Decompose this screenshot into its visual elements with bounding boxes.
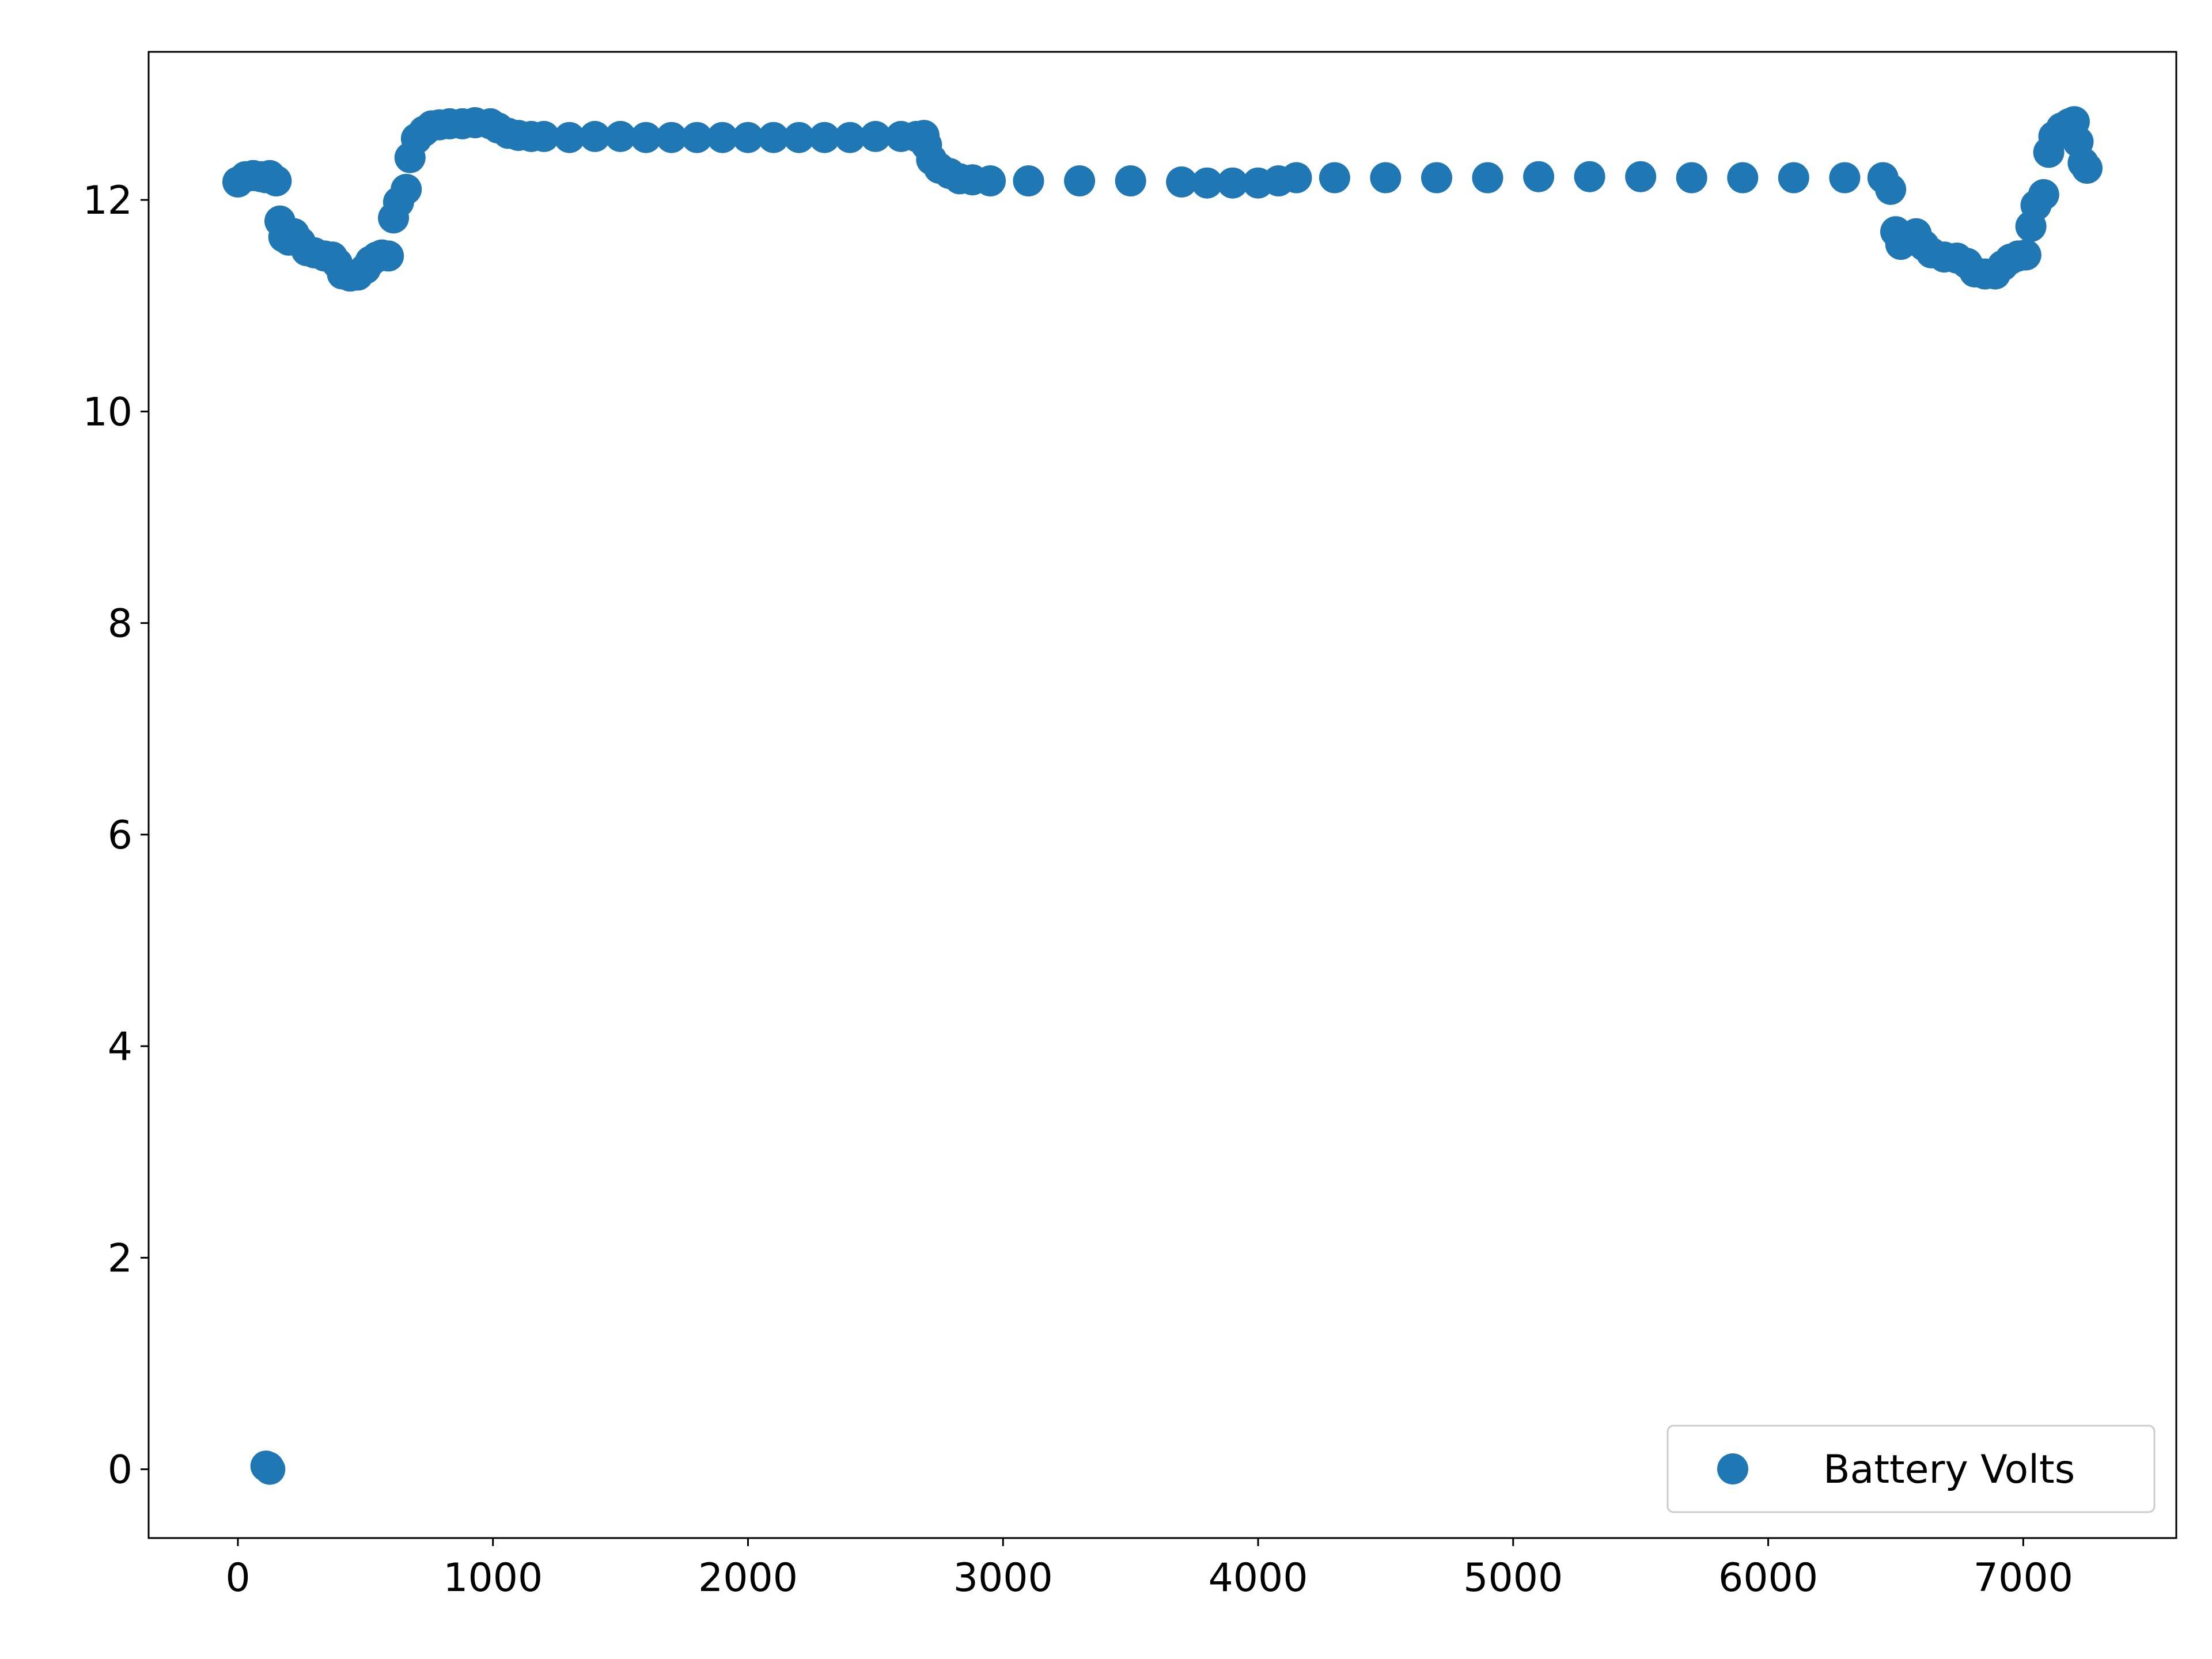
data-points xyxy=(222,106,2103,1485)
legend-label-battery-volts: Battery Volts xyxy=(1823,1447,2075,1493)
data-point xyxy=(1727,162,1759,194)
data-point xyxy=(975,165,1006,196)
data-point xyxy=(1064,165,1096,196)
legend-box xyxy=(1666,1425,2156,1513)
data-point xyxy=(1421,162,1452,194)
data-point xyxy=(1523,161,1555,192)
data-point xyxy=(2010,239,2041,271)
x-tick-label: 3000 xyxy=(953,1555,1053,1601)
data-point xyxy=(1319,162,1350,194)
y-tick-label: 0 xyxy=(108,1448,132,1493)
data-point xyxy=(391,173,422,205)
y-axis-ticks: 0 2 4 6 8 10 12 xyxy=(82,178,149,1493)
y-tick-label: 2 xyxy=(108,1236,132,1281)
data-point xyxy=(1676,162,1707,194)
data-point xyxy=(254,1453,286,1485)
data-point xyxy=(373,240,404,272)
data-point xyxy=(2028,179,2059,210)
x-tick-label: 0 xyxy=(225,1555,250,1601)
y-tick-label: 8 xyxy=(108,601,132,647)
x-tick-label: 5000 xyxy=(1463,1555,1563,1601)
data-point xyxy=(1778,162,1809,194)
x-tick-label: 7000 xyxy=(1974,1555,2073,1601)
data-point xyxy=(783,122,815,153)
data-point xyxy=(528,120,560,152)
data-point xyxy=(834,122,866,153)
data-point xyxy=(630,122,662,153)
data-point xyxy=(656,122,687,153)
data-point xyxy=(1166,166,1198,198)
data-point xyxy=(681,122,713,153)
x-tick-label: 1000 xyxy=(443,1555,543,1601)
plot-area xyxy=(149,52,2176,1538)
y-tick-label: 10 xyxy=(82,389,132,435)
legend: Battery Volts xyxy=(1666,1425,2156,1513)
data-point xyxy=(1217,167,1248,199)
data-point xyxy=(1370,162,1402,194)
x-tick-label: 6000 xyxy=(1718,1555,1818,1601)
data-point xyxy=(1829,162,1861,194)
y-tick-label: 4 xyxy=(108,1024,132,1070)
data-point xyxy=(809,122,840,153)
data-point xyxy=(554,122,585,153)
x-tick-label: 2000 xyxy=(698,1555,798,1601)
data-point xyxy=(707,122,738,153)
data-point xyxy=(1574,161,1605,192)
plot-frame xyxy=(147,51,2177,1539)
y-tick-label: 12 xyxy=(82,178,132,224)
data-point xyxy=(1191,167,1223,199)
data-point xyxy=(732,122,764,153)
data-point xyxy=(605,120,637,152)
data-point xyxy=(1281,162,1312,194)
x-axis-ticks: 0 1000 2000 3000 4000 5000 6000 7000 xyxy=(225,1538,2073,1601)
data-point xyxy=(1013,165,1044,196)
x-tick-label: 4000 xyxy=(1209,1555,1308,1601)
data-point xyxy=(1875,173,1907,205)
data-point xyxy=(2071,153,2103,184)
legend-marker xyxy=(1717,1453,1748,1484)
data-point xyxy=(579,120,611,152)
y-tick-label: 6 xyxy=(108,813,132,858)
data-point xyxy=(1115,165,1146,196)
data-point xyxy=(859,120,891,152)
data-point xyxy=(1472,162,1503,194)
data-point xyxy=(260,165,292,196)
data-point xyxy=(757,122,789,153)
data-point xyxy=(1625,161,1657,192)
